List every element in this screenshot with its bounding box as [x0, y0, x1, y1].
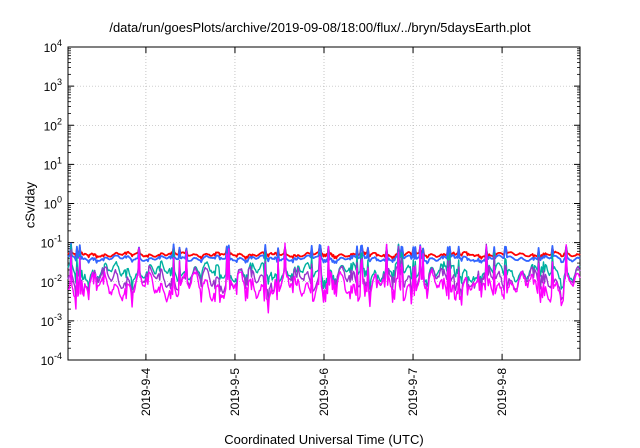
- y-tick-label: 10-2: [41, 273, 62, 290]
- series-line: [68, 242, 581, 314]
- y-tick-label: 104: [44, 38, 62, 55]
- x-tick-label: 2019-9-4: [139, 368, 153, 416]
- y-tick-label: 100: [44, 195, 62, 212]
- y-tick-label: 103: [44, 77, 62, 94]
- series-line: [67, 242, 581, 265]
- y-tick-label: 101: [44, 155, 62, 172]
- y-tick-label: 10-1: [41, 234, 62, 251]
- x-tick-label: 2019-9-6: [317, 368, 331, 416]
- y-tick-label: 10-3: [41, 312, 62, 329]
- y-tick-label: 102: [44, 116, 62, 133]
- x-tick-label: 2019-9-7: [406, 368, 420, 416]
- x-tick-label: 2019-9-8: [495, 368, 509, 416]
- y-axis-label: cSv/day: [22, 181, 38, 229]
- chart-title: /data/run/goesPlots/archive/2019-09-08/1…: [109, 20, 531, 35]
- y-tick-label: 10-4: [41, 351, 62, 368]
- x-tick-label: 2019-9-5: [228, 368, 242, 416]
- x-axis-label: Coordinated Universal Time (UTC): [224, 432, 424, 447]
